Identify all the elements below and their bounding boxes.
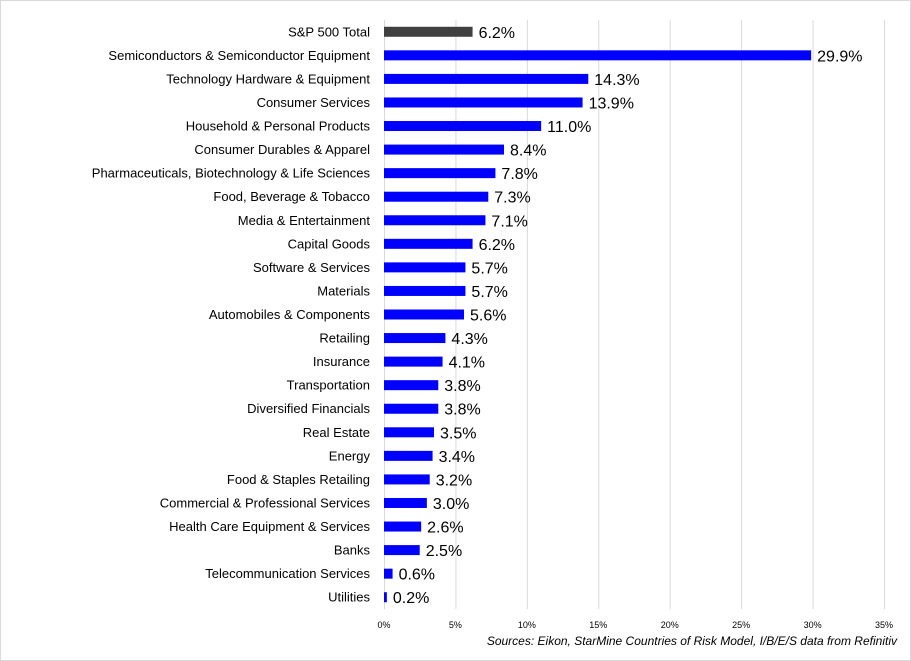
bar bbox=[384, 309, 464, 320]
value-label: 2.5% bbox=[426, 543, 462, 560]
value-label: 6.2% bbox=[479, 25, 515, 42]
bar bbox=[384, 333, 446, 344]
bar bbox=[384, 521, 422, 532]
bar bbox=[384, 191, 489, 202]
value-label: 0.2% bbox=[393, 590, 429, 607]
category-label: S&P 500 Total bbox=[288, 24, 370, 39]
x-tick-label: 10% bbox=[518, 620, 536, 630]
x-tick-label: 15% bbox=[589, 620, 607, 630]
category-label: Retailing bbox=[319, 331, 370, 346]
value-label: 5.7% bbox=[471, 284, 507, 301]
bar bbox=[384, 474, 430, 485]
category-label: Food & Staples Retailing bbox=[227, 472, 370, 487]
category-label: Food, Beverage & Tobacco bbox=[213, 189, 370, 204]
value-label: 0.6% bbox=[399, 567, 435, 584]
category-label: Materials bbox=[317, 283, 370, 298]
category-label: Capital Goods bbox=[288, 236, 371, 251]
bar bbox=[384, 545, 420, 556]
category-label: Automobiles & Components bbox=[209, 307, 371, 322]
category-label: Technology Hardware & Equipment bbox=[166, 71, 370, 86]
category-label: Software & Services bbox=[253, 260, 371, 275]
x-axis-ticks: 0% 5% 10% 15% 20% 25% 30% 35% bbox=[377, 620, 893, 630]
value-label: 3.5% bbox=[440, 425, 476, 442]
category-labels: S&P 500 Total Semiconductors & Semiconduc… bbox=[92, 24, 371, 604]
bar bbox=[384, 215, 486, 226]
bar bbox=[384, 403, 439, 414]
value-label: 3.2% bbox=[436, 472, 472, 489]
bar bbox=[384, 380, 439, 391]
value-label: 3.4% bbox=[439, 449, 475, 466]
grid-lines bbox=[384, 20, 885, 609]
bar bbox=[384, 238, 473, 249]
category-label: Utilities bbox=[328, 590, 370, 605]
category-label: Health Care Equipment & Services bbox=[169, 519, 370, 534]
value-label: 13.9% bbox=[589, 95, 634, 112]
x-tick-label: 5% bbox=[449, 620, 462, 630]
bar bbox=[384, 50, 812, 61]
bar bbox=[384, 73, 589, 84]
value-label: 8.4% bbox=[510, 143, 546, 160]
value-label: 5.7% bbox=[471, 260, 507, 277]
category-label: Media & Entertainment bbox=[238, 213, 371, 228]
x-tick-label: 25% bbox=[732, 620, 750, 630]
bar bbox=[384, 356, 443, 367]
value-label: 14.3% bbox=[594, 72, 639, 89]
value-label: 3.0% bbox=[433, 496, 469, 513]
bar bbox=[384, 450, 433, 461]
value-label: 2.6% bbox=[427, 520, 463, 537]
category-label: Transportation bbox=[287, 378, 370, 393]
value-label: 4.1% bbox=[449, 355, 485, 372]
category-label: Energy bbox=[329, 448, 371, 463]
value-label: 4.3% bbox=[451, 331, 487, 348]
bar bbox=[384, 568, 393, 579]
value-labels: 6.2% 29.9% 14.3% 13.9% 11.0%8.4% 7.8% 7.3% 7.1%… bbox=[393, 25, 863, 607]
value-label: 7.8% bbox=[501, 166, 537, 183]
bar bbox=[384, 592, 387, 603]
category-label: Consumer Durables & Apparel bbox=[194, 142, 370, 157]
category-label: Consumer Services bbox=[257, 95, 371, 110]
category-label: Banks bbox=[334, 543, 371, 558]
bar bbox=[384, 121, 542, 132]
category-label: Commercial & Professional Services bbox=[160, 495, 371, 510]
x-tick-label: 35% bbox=[875, 620, 893, 630]
category-label: Household & Personal Products bbox=[186, 119, 371, 134]
value-label: 7.1% bbox=[491, 213, 527, 230]
bar bbox=[384, 285, 466, 296]
bar bbox=[384, 26, 473, 37]
bar bbox=[384, 497, 427, 508]
value-label: 6.2% bbox=[479, 237, 515, 254]
bar bbox=[384, 168, 496, 179]
category-label: Insurance bbox=[313, 354, 370, 369]
value-label: 29.9% bbox=[817, 48, 862, 65]
bar bbox=[384, 427, 434, 438]
value-label: 7.3% bbox=[494, 190, 530, 207]
value-label: 11.0% bbox=[547, 119, 591, 136]
bar bbox=[384, 144, 504, 155]
bars bbox=[384, 26, 812, 603]
bar bbox=[384, 262, 466, 273]
source-note: Sources: Eikon, StarMine Countries of Ri… bbox=[486, 634, 897, 648]
category-label: Semiconductors & Semiconductor Equipment bbox=[108, 48, 370, 63]
x-tick-label: 30% bbox=[804, 620, 822, 630]
value-label: 5.6% bbox=[470, 308, 506, 325]
category-label: Diversified Financials bbox=[247, 401, 370, 416]
value-label: 3.8% bbox=[444, 378, 480, 395]
category-label: Real Estate bbox=[303, 425, 370, 440]
category-label: Telecommunication Services bbox=[205, 566, 370, 581]
x-tick-label: 20% bbox=[661, 620, 679, 630]
bar bbox=[384, 97, 583, 108]
category-label: Pharmaceuticals, Biotechnology & Life Sc… bbox=[92, 166, 371, 181]
x-tick-label: 0% bbox=[377, 620, 390, 630]
value-label: 3.8% bbox=[444, 402, 480, 419]
